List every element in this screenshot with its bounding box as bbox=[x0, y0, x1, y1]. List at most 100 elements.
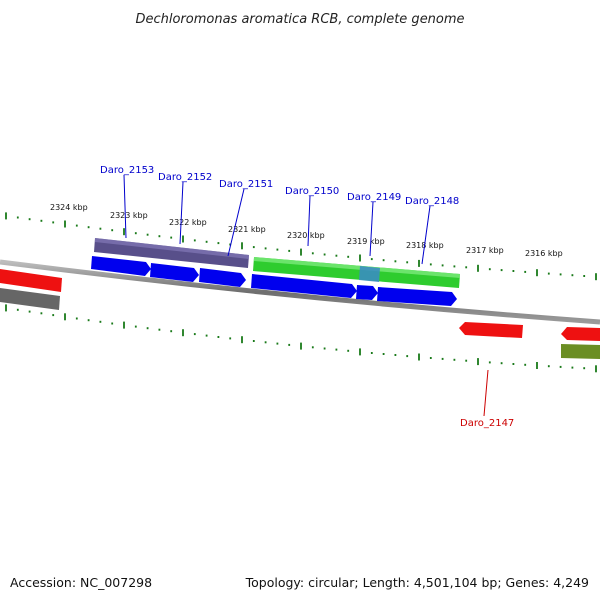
scale-tick-major bbox=[536, 362, 538, 369]
scale-tick-minor bbox=[465, 266, 468, 269]
scale-tick-minor bbox=[382, 259, 385, 262]
scale-tick-minor bbox=[134, 325, 137, 328]
scale-tick-minor bbox=[28, 218, 31, 221]
scale-tick-minor bbox=[335, 254, 338, 257]
scale-tick-minor bbox=[547, 272, 550, 275]
scale-tick-major bbox=[182, 235, 184, 243]
scale-tick-minor bbox=[571, 366, 574, 369]
scale-tick-major bbox=[359, 348, 361, 356]
scale-tick-minor bbox=[441, 357, 444, 360]
scale-tick-major bbox=[64, 313, 66, 321]
scale-tick-major bbox=[182, 329, 184, 337]
gene-arrow-daro-2151[interactable] bbox=[199, 268, 246, 287]
scale-tick-minor bbox=[347, 255, 350, 258]
scale-ticks-inner bbox=[5, 304, 597, 373]
scale-tick-minor bbox=[193, 333, 196, 336]
scale-label-2321: 2321 kbp bbox=[228, 225, 266, 234]
scale-label-2317: 2317 kbp bbox=[466, 246, 504, 255]
scale-tick-minor bbox=[75, 317, 78, 320]
label-leaders bbox=[123, 174, 489, 417]
gene-arrow-daro-2149[interactable] bbox=[356, 285, 378, 300]
scale-tick-minor bbox=[111, 229, 114, 232]
scale-tick-major bbox=[595, 273, 597, 281]
scale-tick-major bbox=[123, 321, 125, 329]
scale-tick-minor bbox=[75, 224, 78, 227]
scale-tick-minor bbox=[40, 312, 43, 315]
genome-summary-text: Topology: circular; Length: 4,501,104 bp… bbox=[245, 575, 589, 590]
feature-bar-red-left bbox=[0, 269, 62, 292]
scale-tick-minor bbox=[453, 358, 456, 361]
scale-tick-minor bbox=[229, 337, 232, 340]
gene-label-daro-2150[interactable]: Daro_2150 bbox=[285, 186, 339, 197]
scale-tick-minor bbox=[52, 221, 55, 224]
scale-tick-major bbox=[5, 304, 7, 312]
scale-tick-minor bbox=[28, 310, 31, 313]
scale-tick-minor bbox=[441, 264, 444, 267]
scale-tick-minor bbox=[87, 226, 90, 229]
gene-arrow-daro-2147[interactable] bbox=[459, 322, 523, 338]
scale-tick-minor bbox=[134, 232, 137, 235]
accession-text: Accession: NC_007298 bbox=[10, 575, 153, 590]
scale-tick-major bbox=[595, 365, 597, 373]
map-title: Dechloromonas aromatica RCB, complete ge… bbox=[135, 12, 464, 27]
scale-tick-minor bbox=[99, 320, 102, 323]
scale-tick-minor bbox=[500, 362, 503, 365]
scale-tick-minor bbox=[170, 236, 173, 239]
scale-label-2322: 2322 kbp bbox=[169, 218, 207, 227]
gene-label-daro-2148[interactable]: Daro_2148 bbox=[405, 196, 459, 207]
scale-tick-minor bbox=[583, 275, 586, 277]
scale-tick-minor bbox=[311, 346, 314, 349]
scale-tick-minor bbox=[146, 233, 149, 236]
scale-tick-minor bbox=[288, 249, 291, 252]
scale-tick-minor bbox=[40, 219, 43, 222]
gene-arrows-forward bbox=[91, 256, 457, 306]
scale-tick-minor bbox=[288, 343, 291, 346]
scale-tick-minor bbox=[465, 359, 468, 362]
scale-tick-minor bbox=[406, 261, 409, 264]
scale-tick-minor bbox=[323, 253, 326, 256]
feature-bar-red-right bbox=[561, 327, 600, 341]
gene-label-daro-2151[interactable]: Daro_2151 bbox=[219, 179, 273, 190]
scale-tick-minor bbox=[276, 342, 279, 345]
gene-label-daro-2149[interactable]: Daro_2149 bbox=[347, 192, 401, 203]
feature-bar-purple-highlight bbox=[95, 238, 249, 259]
scale-tick-minor bbox=[170, 330, 173, 333]
scale-tick-minor bbox=[229, 243, 232, 246]
gene-label-daro-2152[interactable]: Daro_2152 bbox=[158, 172, 212, 183]
scale-ticks-outer bbox=[5, 212, 597, 281]
scale-tick-minor bbox=[370, 258, 373, 261]
scale-tick-major bbox=[536, 269, 538, 277]
scale-tick-minor bbox=[547, 365, 550, 368]
scale-tick-major bbox=[241, 336, 243, 344]
scale-label-2316: 2316 kbp bbox=[525, 249, 563, 258]
scale-tick-major bbox=[477, 264, 479, 272]
gene-arrow-daro-2148[interactable] bbox=[377, 287, 457, 306]
gene-arrow-daro-2153[interactable] bbox=[91, 256, 151, 276]
gene-arrow-daro-2150[interactable] bbox=[251, 274, 357, 298]
gene-arrow-daro-2152[interactable] bbox=[150, 263, 199, 282]
scale-tick-minor bbox=[583, 367, 586, 370]
scale-tick-minor bbox=[488, 268, 491, 271]
scale-tick-major bbox=[5, 212, 7, 220]
scale-tick-minor bbox=[512, 363, 515, 365]
gene-label-daro-2153[interactable]: Daro_2153 bbox=[100, 165, 154, 176]
scale-tick-minor bbox=[264, 247, 267, 250]
scale-tick-minor bbox=[559, 365, 562, 368]
scale-tick-minor bbox=[429, 357, 432, 359]
scale-tick-minor bbox=[158, 328, 161, 331]
scale-tick-minor bbox=[193, 239, 196, 242]
scale-tick-minor bbox=[205, 240, 208, 243]
gene-label-daro-2147[interactable]: Daro_2147 bbox=[460, 418, 514, 429]
scale-tick-major bbox=[418, 259, 420, 267]
genome-backbone bbox=[0, 259, 600, 325]
scale-tick-minor bbox=[252, 340, 255, 342]
scale-tick-minor bbox=[99, 227, 102, 230]
scale-tick-minor bbox=[146, 327, 149, 330]
scale-tick-minor bbox=[500, 269, 503, 272]
scale-tick-minor bbox=[524, 363, 527, 366]
scale-tick-minor bbox=[370, 352, 373, 354]
scale-tick-major bbox=[241, 242, 243, 250]
scale-tick-minor bbox=[394, 354, 397, 356]
scale-tick-minor bbox=[205, 334, 208, 337]
